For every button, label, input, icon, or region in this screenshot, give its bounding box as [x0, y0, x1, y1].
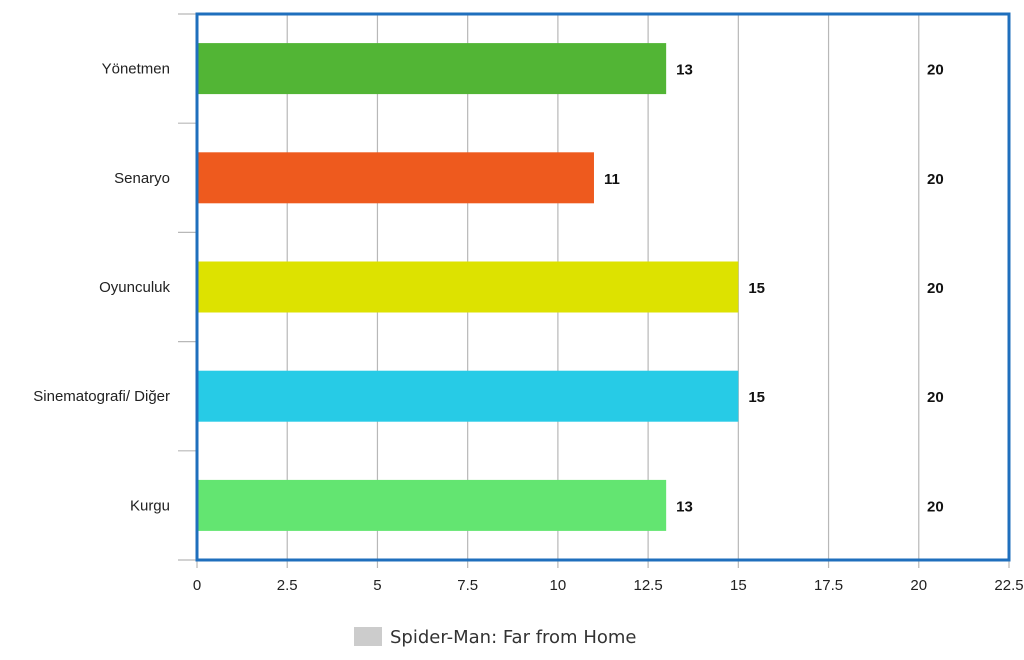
- max-label: 20: [927, 171, 944, 188]
- x-tick-label: 20: [910, 577, 927, 594]
- max-label: 20: [927, 62, 944, 79]
- x-tick-label: 22.5: [994, 577, 1023, 594]
- bars: [197, 43, 739, 531]
- x-tick-label: 17.5: [814, 577, 843, 594]
- max-label: 20: [927, 280, 944, 297]
- category-label: Sinematografi/ Diğer: [33, 388, 170, 405]
- legend-label: Spider-Man: Far from Home: [390, 627, 636, 648]
- category-label: Oyunculuk: [99, 279, 170, 296]
- x-tick-label: 5: [373, 577, 381, 594]
- value-label: 13: [676, 62, 693, 79]
- value-label: 13: [676, 498, 693, 515]
- x-tick-label: 15: [730, 577, 747, 594]
- bar: [197, 479, 667, 531]
- legend-swatch: [354, 627, 382, 646]
- category-label: Yönetmen: [102, 61, 170, 78]
- value-label: 15: [748, 280, 765, 297]
- x-tick-label: 0: [193, 577, 201, 594]
- bar: [197, 370, 739, 422]
- category-label: Senaryo: [114, 170, 170, 187]
- bar: [197, 43, 667, 95]
- value-label: 15: [748, 389, 765, 406]
- x-tick-label: 2.5: [277, 577, 298, 594]
- max-label: 20: [927, 389, 944, 406]
- x-tick-label: 10: [550, 577, 567, 594]
- bar: [197, 152, 594, 204]
- axes: 0 2.5 5 7.5 10 12.5 15 17.5 20 22.5 Yönetmen Senary…: [33, 12, 1024, 594]
- legend: Spider-Man: Far from Home: [354, 627, 636, 648]
- x-tick-label: 7.5: [457, 577, 478, 594]
- x-tick-label: 12.5: [634, 577, 663, 594]
- value-label: 11: [604, 171, 620, 188]
- max-label: 20: [927, 498, 944, 515]
- plot-frame: [195, 12, 1011, 562]
- data-labels: 13 20 11 20 15 20 15 20 13 20: [604, 62, 944, 516]
- category-label: Kurgu: [130, 497, 170, 514]
- bar: [197, 261, 739, 313]
